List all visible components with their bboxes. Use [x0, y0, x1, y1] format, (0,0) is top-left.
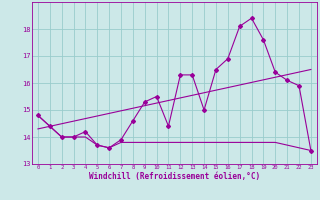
X-axis label: Windchill (Refroidissement éolien,°C): Windchill (Refroidissement éolien,°C) [89, 172, 260, 181]
